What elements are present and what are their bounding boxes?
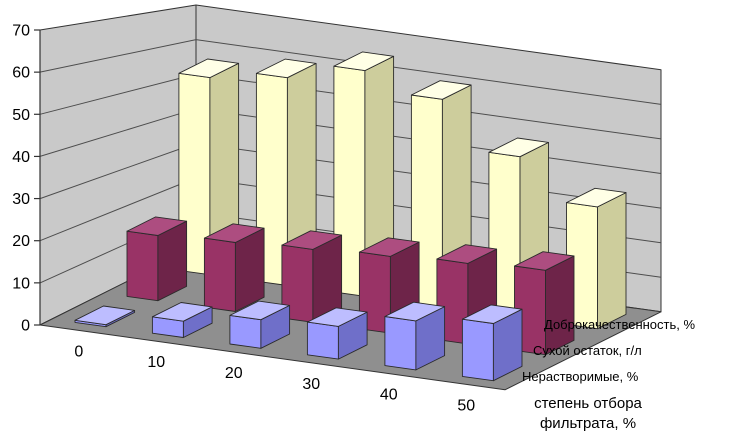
bar xyxy=(203,223,265,312)
bar xyxy=(514,251,575,356)
bar-top-face xyxy=(281,230,343,250)
bar-top-face xyxy=(410,80,472,100)
y-tick-label: 40 xyxy=(12,149,30,166)
category-label: 50 xyxy=(457,397,475,414)
y-tick-label: 70 xyxy=(12,23,30,40)
bar-top-face xyxy=(566,187,627,208)
bar-front-face xyxy=(384,316,417,371)
bar-top-face xyxy=(203,223,265,243)
category-label: 20 xyxy=(225,365,243,382)
category-label: 30 xyxy=(302,376,320,393)
bar-side-face xyxy=(597,192,627,330)
y-tick-label: 30 xyxy=(12,191,30,208)
bar-top-face xyxy=(229,300,291,321)
gridline xyxy=(39,39,662,105)
bar xyxy=(566,187,627,330)
bar-top-face xyxy=(358,237,420,257)
x-axis-title: фильтрата, % xyxy=(540,415,636,432)
bar-top-face xyxy=(488,137,549,158)
bar xyxy=(384,301,446,371)
bar xyxy=(281,230,343,323)
bar xyxy=(461,304,523,382)
y-tick-label: 50 xyxy=(12,107,30,124)
bar-top-face xyxy=(151,302,213,322)
bar-top-face xyxy=(436,244,498,264)
series-label: Сухой остаток, г/л xyxy=(533,343,642,358)
bar-top-face xyxy=(384,301,446,322)
bar-top-face xyxy=(255,58,317,79)
category-label: 10 xyxy=(147,354,165,371)
bar-front-face xyxy=(229,314,262,349)
bar-top-face xyxy=(306,307,368,327)
category-label: 40 xyxy=(380,387,398,404)
series-label: Доброкачественность, % xyxy=(544,317,695,332)
y-tick-label: 60 xyxy=(12,65,30,82)
bar xyxy=(151,302,213,338)
bar xyxy=(126,216,188,302)
category-label: 0 xyxy=(74,343,83,360)
bar-front-face xyxy=(306,321,339,360)
bar-front-face xyxy=(126,230,159,302)
bar-front-face xyxy=(203,237,236,312)
series-front xyxy=(74,300,523,382)
bar-top-face xyxy=(514,251,575,271)
y-tick-label: 0 xyxy=(21,318,30,335)
bar-side-face xyxy=(545,255,575,356)
bar-top-face xyxy=(74,305,136,326)
bar-top-face xyxy=(333,51,395,72)
bar xyxy=(306,307,368,360)
bar-top-face xyxy=(178,58,240,79)
bar xyxy=(229,300,291,349)
bar-top-face xyxy=(461,304,523,324)
bar xyxy=(74,305,136,328)
series-label: Нерастворимые, % xyxy=(522,369,639,384)
y-tick-label: 20 xyxy=(12,233,30,250)
x-axis-title: степень отбора xyxy=(534,395,642,412)
y-tick-label: 10 xyxy=(12,275,30,292)
bar-front-face xyxy=(461,318,494,382)
bar-top-face xyxy=(126,216,188,236)
